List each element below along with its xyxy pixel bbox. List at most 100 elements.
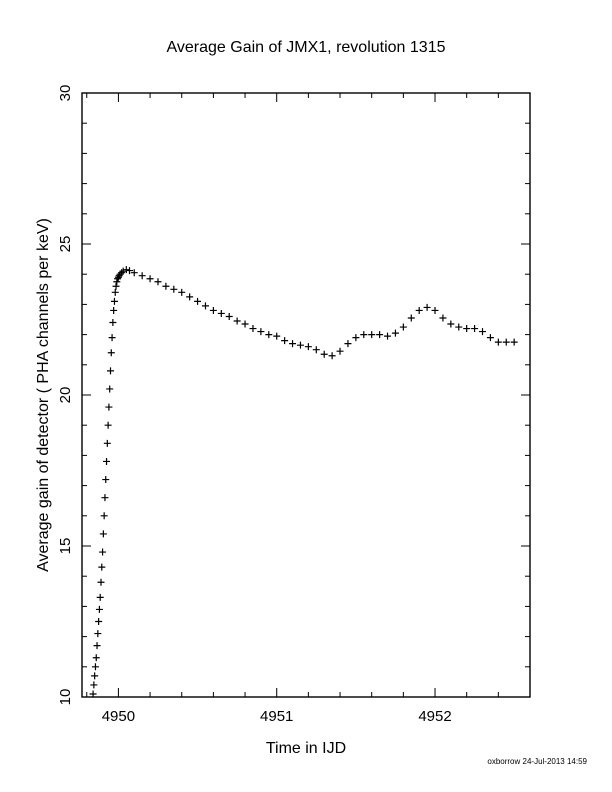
data-points xyxy=(89,266,518,698)
data-point xyxy=(106,385,114,393)
data-point xyxy=(93,642,101,650)
y-tick-label: 20 xyxy=(57,387,74,404)
data-point xyxy=(194,297,202,305)
data-point xyxy=(384,332,392,340)
data-point xyxy=(111,288,119,296)
data-point xyxy=(106,367,114,375)
plot-frame xyxy=(81,92,531,698)
data-point xyxy=(114,273,122,281)
data-point xyxy=(209,306,217,314)
data-point xyxy=(486,334,494,342)
data-point xyxy=(104,421,112,429)
data-point xyxy=(281,337,289,345)
data-point xyxy=(439,314,447,322)
data-point xyxy=(249,325,257,333)
data-point xyxy=(479,328,487,336)
data-point xyxy=(99,530,107,538)
data-point xyxy=(122,266,130,274)
y-tick-label: 25 xyxy=(57,236,74,253)
data-point xyxy=(114,275,122,283)
data-point xyxy=(360,331,368,339)
author-timestamp: oxborrow 24-Jul-2013 14:59 xyxy=(487,757,587,766)
y-tick-label: 15 xyxy=(57,538,74,555)
data-point xyxy=(162,282,170,290)
data-point xyxy=(423,303,431,311)
data-point xyxy=(328,352,336,360)
data-point xyxy=(108,334,116,342)
data-point xyxy=(138,272,146,280)
data-point xyxy=(471,325,479,333)
data-point xyxy=(103,457,111,465)
data-point xyxy=(110,306,118,314)
data-point xyxy=(431,306,439,314)
data-point xyxy=(91,672,99,680)
data-point xyxy=(494,338,502,346)
data-point xyxy=(109,319,117,327)
data-point xyxy=(201,302,209,310)
data-point xyxy=(225,312,233,320)
data-point xyxy=(95,618,103,625)
data-point xyxy=(91,663,99,671)
data-point xyxy=(118,269,126,277)
y-tick-label: 30 xyxy=(57,85,74,102)
data-point xyxy=(146,275,154,283)
chart-title: Average Gain of JMX1, revolution 1315 xyxy=(167,39,446,56)
data-point xyxy=(233,317,241,325)
data-point xyxy=(98,563,106,571)
data-point xyxy=(296,341,304,349)
data-point xyxy=(320,350,328,358)
x-tick-label: 4950 xyxy=(102,708,135,725)
data-point xyxy=(90,681,98,689)
data-point xyxy=(178,288,186,296)
data-point xyxy=(110,297,118,305)
data-point xyxy=(463,325,471,333)
data-point xyxy=(217,309,225,317)
data-point xyxy=(96,593,104,601)
data-point xyxy=(119,267,127,275)
data-point xyxy=(273,332,281,340)
y-axis-label: Average gain of detector ( PHA channels … xyxy=(35,218,52,572)
data-point xyxy=(399,323,407,331)
data-point xyxy=(95,605,103,613)
data-point xyxy=(103,439,111,447)
data-point xyxy=(391,329,399,337)
data-point xyxy=(125,267,133,275)
axis-ticks xyxy=(82,92,531,698)
data-point xyxy=(241,320,249,328)
data-point xyxy=(113,278,121,286)
axis-tick-labels: 4950 4951 4952 10 15 20 25 30 xyxy=(57,85,452,725)
data-point xyxy=(502,338,510,346)
data-point xyxy=(376,331,384,339)
data-point xyxy=(112,282,120,290)
data-point xyxy=(447,320,455,328)
data-point xyxy=(97,578,105,586)
data-point xyxy=(265,331,273,339)
data-point xyxy=(105,403,113,411)
data-point xyxy=(170,285,178,293)
data-point xyxy=(336,347,344,355)
data-point xyxy=(94,630,102,638)
data-point xyxy=(510,338,518,346)
data-point xyxy=(407,314,415,322)
data-point xyxy=(344,340,352,348)
y-tick-label: 10 xyxy=(57,689,74,706)
data-point xyxy=(312,346,320,354)
x-tick-label: 4952 xyxy=(418,708,451,725)
data-point xyxy=(100,512,108,520)
data-point xyxy=(415,306,423,314)
data-point xyxy=(102,476,110,484)
data-point xyxy=(368,331,376,339)
data-point xyxy=(89,690,97,698)
data-point xyxy=(107,349,115,357)
x-tick-label: 4951 xyxy=(260,708,293,725)
data-point xyxy=(101,494,109,502)
x-axis-label: Time in IJD xyxy=(266,740,346,757)
data-point xyxy=(304,343,312,351)
data-point xyxy=(92,654,100,662)
data-point xyxy=(154,278,162,286)
data-point xyxy=(99,548,107,556)
data-point xyxy=(130,269,138,277)
data-point xyxy=(289,340,297,348)
data-point xyxy=(116,270,124,278)
